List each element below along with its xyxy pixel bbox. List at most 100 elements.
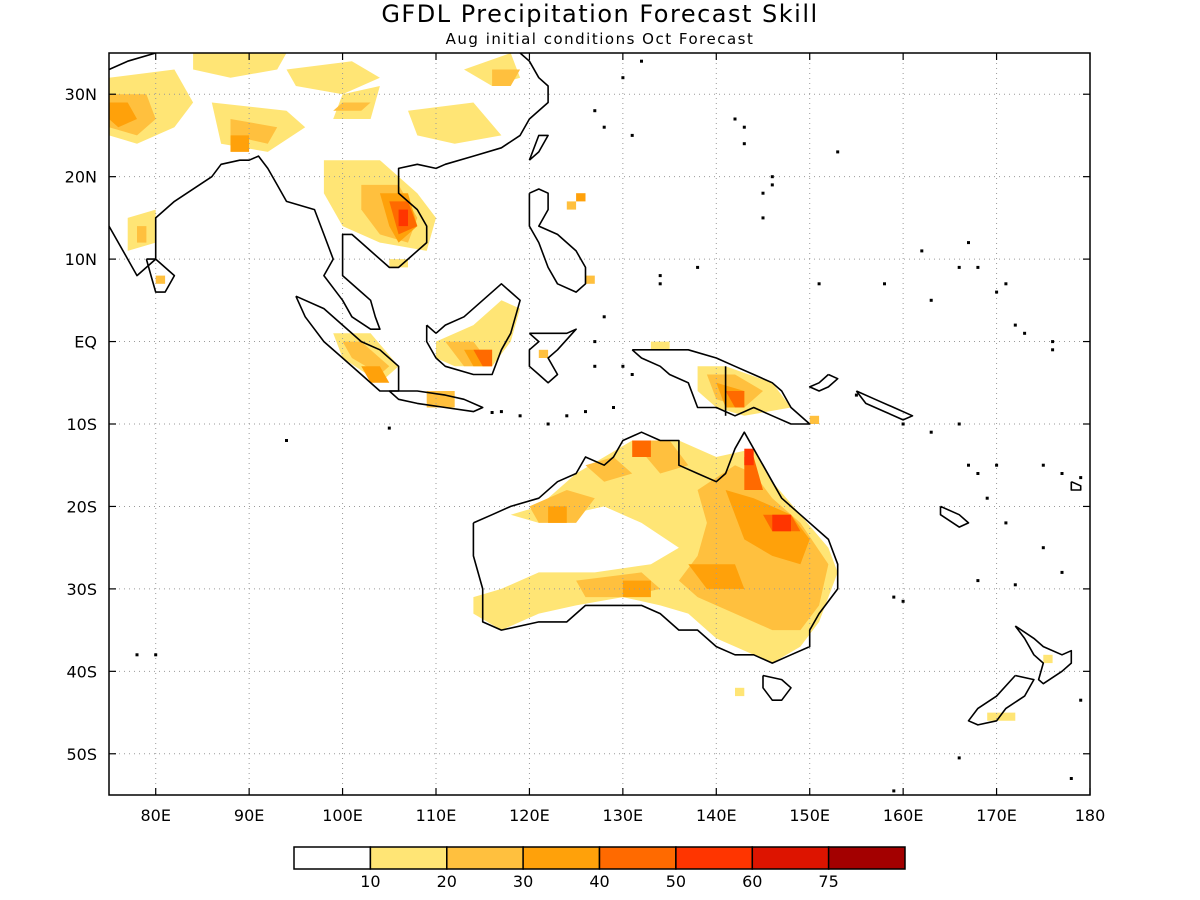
island-dot (1041, 463, 1045, 467)
island-dot (770, 175, 774, 179)
skill-region-level-1 (389, 259, 408, 268)
island-dot (1013, 323, 1017, 327)
skill-region-level-3 (548, 506, 567, 523)
island-dot (883, 282, 886, 286)
colorbar-swatch (751, 846, 830, 870)
skill-region-level-3 (109, 102, 137, 128)
colorbar: 10 20 30 40 50 60 75 (293, 846, 906, 891)
lat-tick-label: EQ (74, 333, 97, 352)
colorbar-label: 20 (437, 872, 457, 891)
latitude-axis: 30N 20N 10N EQ 10S 20S 30S 40S 50S (65, 85, 1090, 764)
map-subtitle: Aug initial conditions Oct Forecast (446, 30, 755, 48)
island-dot (976, 265, 980, 269)
lat-tick-label: 10N (65, 250, 97, 269)
island-dot (892, 789, 896, 793)
skill-region-level-1 (735, 687, 745, 697)
colorbar-label: 30 (513, 872, 533, 891)
skill-region-level-2 (342, 341, 390, 375)
colorbar-label: 40 (589, 872, 609, 891)
lon-tick-label: 180 (1075, 806, 1106, 825)
lat-tick-label: 30S (66, 580, 97, 599)
island-dot (640, 59, 643, 63)
colorbar-label: 60 (742, 872, 762, 891)
lat-tick-label: 20N (65, 168, 97, 187)
lon-tick-label: 170E (976, 806, 1017, 825)
lat-tick-label: 40S (66, 662, 97, 681)
coastline (1014, 625, 1073, 685)
gridlines (109, 53, 1090, 795)
skill-region-level-1 (408, 102, 502, 144)
island-dot (612, 406, 615, 409)
island-dot (621, 364, 625, 368)
colorbar-swatch (369, 846, 448, 870)
skill-region-level-4 (725, 391, 745, 408)
island-dot (602, 125, 606, 129)
island-dot (957, 422, 961, 426)
island-dot (995, 290, 999, 294)
coastline (631, 348, 811, 425)
coastline (855, 390, 914, 421)
colorbar-label: 10 (360, 872, 380, 891)
colorbar-swatch (827, 846, 906, 870)
island-dot (593, 340, 597, 344)
island-dot (1004, 282, 1008, 286)
skill-region-level-3 (622, 580, 651, 598)
skill-region-level-3 (725, 490, 810, 565)
lat-tick-label: 30N (65, 85, 97, 104)
island-dot (1004, 521, 1008, 525)
island-dot (602, 315, 606, 319)
coastline (808, 373, 839, 392)
lon-tick-label: 90E (234, 806, 264, 825)
colorbar-swatch (293, 846, 372, 870)
coastline (939, 505, 970, 528)
lon-tick-label: 160E (883, 806, 924, 825)
skill-region-level-2 (492, 69, 521, 86)
lat-tick-label: 20S (66, 497, 97, 516)
island-dot (1023, 331, 1027, 335)
coastline (528, 188, 587, 293)
island-dot (490, 411, 494, 414)
lat-tick-label: 50S (66, 745, 97, 764)
colorbar-swatch (522, 846, 601, 870)
island-dot (1013, 583, 1017, 587)
skill-region-level-1 (1043, 654, 1053, 664)
skill-region-level-4 (632, 440, 651, 457)
island-dot (770, 183, 774, 187)
skill-region-level-3 (230, 135, 250, 152)
skill-region-level-2 (137, 226, 147, 243)
island-dot (499, 410, 503, 414)
island-dot (696, 265, 700, 269)
skill-region-level-5 (744, 448, 754, 466)
coastline (528, 328, 577, 384)
colorbar-swatch (598, 846, 677, 870)
island-dot (957, 265, 961, 269)
island-dot (1041, 546, 1045, 550)
colorbar-label: 75 (818, 872, 838, 891)
island-dot (742, 142, 746, 146)
island-dot (630, 133, 634, 137)
colorbar-swatch (675, 846, 754, 870)
skill-region-level-5 (398, 209, 408, 227)
longitude-axis: 80E 90E 100E 110E 120E 130E 140E 150E 160E 170E 18… (140, 53, 1105, 825)
island-dot (593, 364, 597, 368)
islands (135, 59, 1083, 793)
island-dot (985, 496, 989, 500)
coastline (528, 134, 549, 161)
island-dot (387, 426, 391, 430)
skill-region-level-3 (688, 564, 745, 589)
island-dot (817, 282, 821, 286)
lon-tick-label: 120E (509, 806, 550, 825)
island-dot (1060, 570, 1064, 574)
island-dot (546, 422, 550, 426)
island-dot (135, 653, 139, 657)
island-dot (901, 422, 905, 426)
skill-region-level-5 (772, 514, 791, 532)
island-dot (630, 373, 634, 376)
skill-region-level-2 (585, 275, 595, 284)
island-dot (901, 599, 905, 603)
island-dot (761, 191, 765, 195)
island-dot (584, 410, 587, 414)
island-dot (854, 393, 858, 397)
island-dot (154, 653, 158, 657)
